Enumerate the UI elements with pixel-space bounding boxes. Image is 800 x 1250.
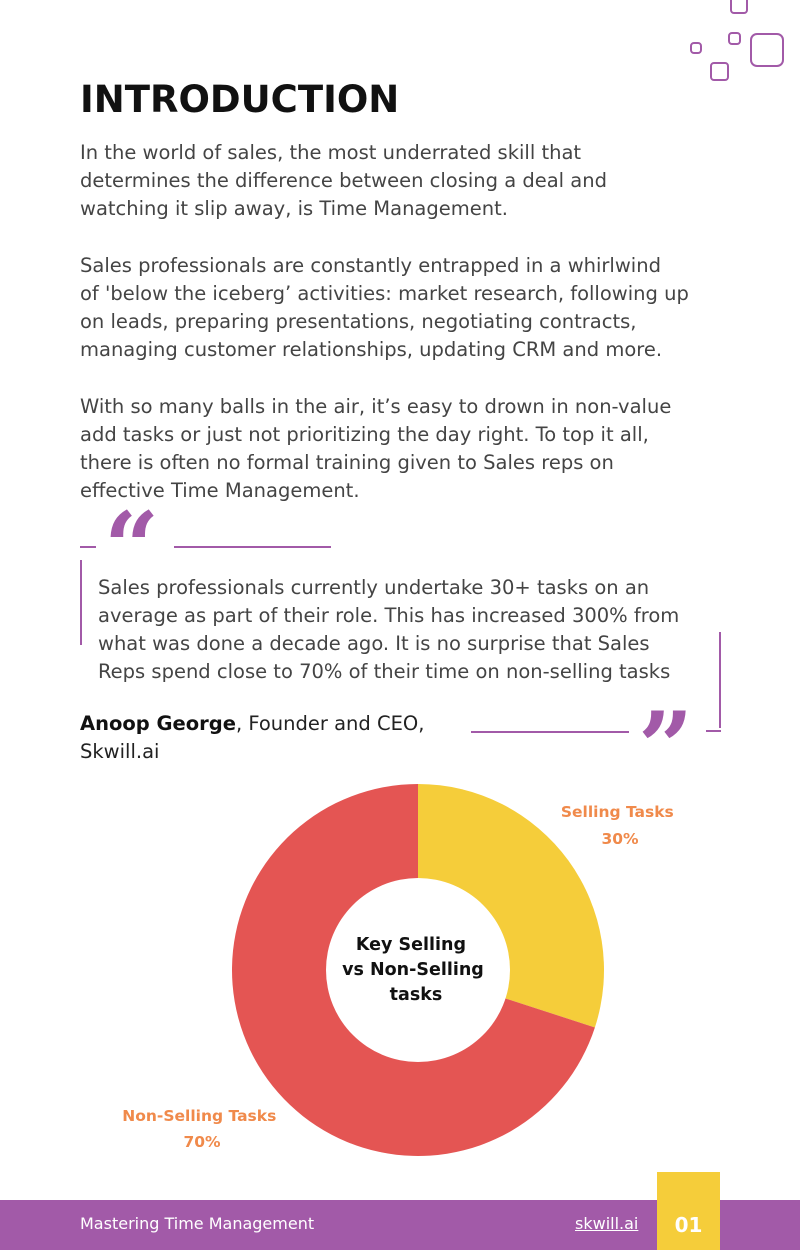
text-line: determines the difference between closin… [80, 169, 607, 192]
text-line: With so many balls in the air, it’s easy… [80, 395, 672, 418]
text-line: on leads, preparing presentations, negot… [80, 310, 637, 333]
page-number-tab: 01 [657, 1172, 720, 1250]
quote-line: Sales professionals currently undertake … [98, 576, 650, 599]
quote-border-right [719, 632, 721, 728]
center-label-line: vs Non-Selling [342, 960, 484, 980]
footer-link[interactable]: skwill.ai [575, 1214, 639, 1233]
quote-line: what was done a decade ago. It is no sur… [98, 632, 650, 655]
decorative-square [730, 0, 748, 14]
quote-line: average as part of their role. This has … [98, 604, 680, 627]
slice-value: 30% [601, 830, 639, 848]
chart-center-label: Key Selling vs Non-Selling tasks [342, 935, 490, 1005]
quote-border-left-top [80, 546, 96, 548]
center-label-line: Key Selling [356, 935, 466, 955]
slice-label-non-selling: Non-Selling Tasks 70% [122, 1107, 281, 1151]
text-line: add tasks or just not prioritizing the d… [80, 423, 649, 446]
slice-name: Non-Selling Tasks [122, 1107, 276, 1125]
quote-attribution: Anoop George, Founder and CEO, Skwill.ai [80, 710, 460, 766]
slice-name: Selling Tasks [561, 803, 674, 821]
footer-title: Mastering Time Management [80, 1214, 315, 1233]
page-number: 01 [674, 1213, 703, 1237]
quote-author-role: , Founder and CEO, [235, 712, 425, 735]
decorative-square [750, 33, 784, 67]
intro-paragraph-2: Sales professionals are constantly entra… [80, 252, 740, 364]
text-line: managing customer relationships, updatin… [80, 338, 663, 361]
quote-author-company: Skwill.ai [80, 740, 160, 763]
intro-paragraph-3: With so many balls in the air, it’s easy… [80, 393, 740, 505]
text-line: Sales professionals are constantly entra… [80, 254, 661, 277]
text-line: there is often no formal training given … [80, 451, 614, 474]
quote-border-left [80, 560, 82, 645]
open-quote-icon: “ [104, 491, 160, 604]
quote-divider [174, 546, 331, 548]
page-title: INTRODUCTION [80, 78, 400, 121]
quote-line: Reps spend close to 70% of their time on… [98, 660, 671, 683]
text-line: of 'below the iceberg’ activities: marke… [80, 282, 689, 305]
decorative-square [728, 32, 741, 45]
decorative-square [690, 42, 702, 54]
decorative-square [710, 62, 729, 81]
quote-author: Anoop George [80, 712, 236, 735]
quote-text: Sales professionals currently undertake … [98, 574, 723, 686]
quote-divider [471, 731, 629, 733]
slice-label-selling: Selling Tasks 30% [561, 803, 679, 848]
intro-paragraph-1: In the world of sales, the most underrat… [80, 139, 740, 223]
text-line: watching it slip away, is Time Managemen… [80, 197, 508, 220]
text-line: In the world of sales, the most underrat… [80, 141, 582, 164]
text-line: effective Time Management. [80, 479, 360, 502]
donut-hole [326, 878, 510, 1062]
close-quote-icon: ” [638, 691, 694, 804]
donut-chart: Key Selling vs Non-Selling tasks Selling… [122, 784, 679, 1156]
slice-value: 70% [183, 1133, 221, 1151]
quote-border-right-bottom [706, 730, 721, 732]
center-label-line: tasks [390, 985, 443, 1005]
